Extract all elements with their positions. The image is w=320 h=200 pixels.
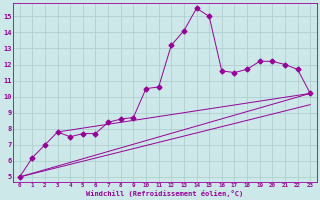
X-axis label: Windchill (Refroidissement éolien,°C): Windchill (Refroidissement éolien,°C) (86, 190, 244, 197)
